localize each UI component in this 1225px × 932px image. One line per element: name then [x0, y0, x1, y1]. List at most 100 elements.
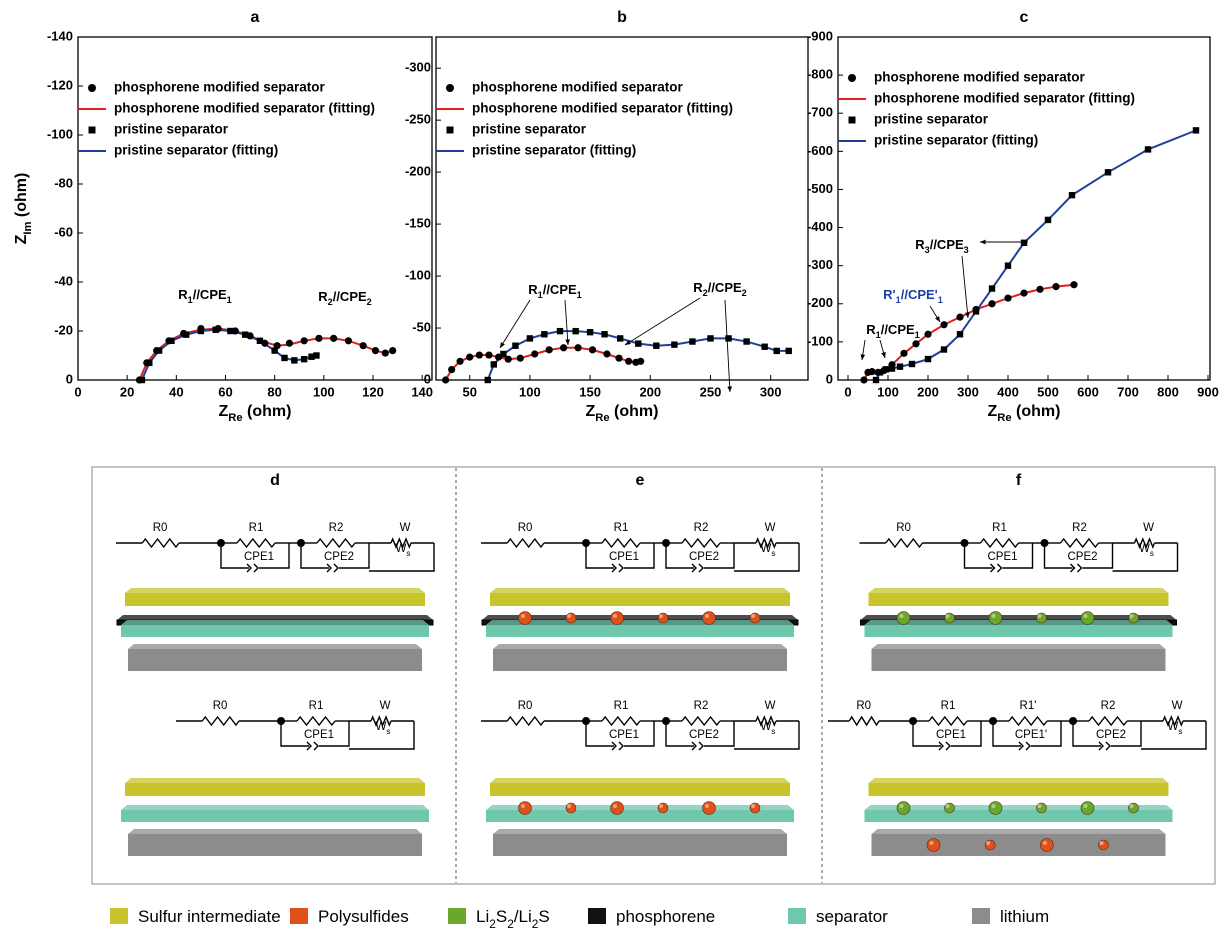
data-point	[635, 340, 642, 347]
text-part: /Li	[514, 907, 532, 926]
particle-shine	[991, 804, 996, 808]
annotation-arrow	[499, 299, 531, 349]
data-point	[586, 328, 594, 336]
y-tick-label: -150	[405, 216, 431, 231]
data-point	[300, 355, 308, 363]
data-point	[689, 338, 696, 345]
data-point	[475, 351, 483, 359]
data-point	[484, 376, 491, 384]
circuit-wire	[369, 543, 435, 572]
data-point	[285, 339, 294, 347]
data-point	[271, 347, 278, 354]
y-tick-label: -600	[807, 143, 833, 158]
layer-front	[493, 834, 787, 856]
data-point	[888, 365, 896, 372]
data-point	[1020, 289, 1028, 297]
circuit-label: R0	[213, 700, 228, 712]
data-point	[588, 346, 597, 354]
layer-top	[125, 588, 425, 593]
circuit-label: R1	[941, 700, 956, 712]
data-point	[615, 354, 623, 362]
layer-top	[490, 778, 790, 783]
particle-shine	[567, 614, 571, 618]
circuit-label: Ws	[1168, 721, 1183, 736]
circuit-wire	[280, 721, 350, 747]
data-point	[896, 363, 904, 370]
x-tick-label: 0	[74, 384, 81, 399]
layer-front	[864, 625, 1173, 637]
text-part: lithium	[1000, 907, 1049, 926]
circuit-wire	[755, 715, 777, 727]
circuit-label: CPE1	[609, 729, 639, 741]
data-point	[785, 347, 792, 355]
particle	[565, 802, 577, 814]
circuit-label: W	[765, 522, 776, 534]
particle-shine	[521, 804, 525, 808]
circuit-label: W	[765, 700, 776, 712]
layer-top	[121, 620, 429, 625]
x-tick-label: 100	[877, 384, 899, 399]
data-point	[1004, 294, 1012, 302]
data-point	[908, 360, 916, 368]
particle-shine	[567, 804, 571, 808]
data-point	[490, 361, 497, 368]
text-part: Z	[13, 234, 30, 244]
annotation: R'1//CPE'1	[883, 287, 943, 305]
particle	[1098, 839, 1109, 851]
particle-shine	[899, 804, 904, 808]
data-point	[603, 350, 611, 358]
data-point	[671, 341, 678, 348]
arrow-head	[565, 339, 570, 345]
particle-shine	[705, 614, 709, 618]
data-point	[572, 327, 579, 335]
circuit-wire	[585, 543, 655, 569]
particle-shine	[521, 614, 525, 618]
text-part: s	[1178, 727, 1182, 736]
particle	[610, 801, 624, 815]
data-point	[761, 343, 768, 350]
circuit-wire	[992, 721, 1062, 747]
x-tick-label: 80	[267, 384, 281, 399]
text-part: R	[693, 280, 703, 295]
layer-top	[482, 615, 798, 620]
panel-label: d	[270, 472, 280, 489]
layer-front	[486, 810, 794, 822]
text-part: 2	[507, 917, 514, 931]
circuit-wire	[201, 715, 240, 727]
y-tick-label: -40	[54, 273, 73, 288]
circuit-label: CPE1'	[1015, 729, 1047, 741]
particle	[926, 838, 941, 852]
text-part: W	[1139, 543, 1150, 555]
layer-front	[490, 593, 790, 606]
data-point	[291, 357, 298, 364]
circuit-wire	[1098, 741, 1111, 751]
arrow-head	[980, 239, 986, 245]
particle	[1128, 612, 1139, 624]
x-tick-label: 100	[519, 384, 541, 399]
layer-top	[864, 620, 1173, 625]
layer-front	[125, 593, 425, 606]
text-part: s	[406, 549, 410, 558]
data-point	[1052, 283, 1060, 291]
particle-shine	[1129, 614, 1134, 618]
text-part: 2	[489, 917, 496, 931]
circuit-wire	[990, 563, 1003, 573]
circuit-wire	[1141, 721, 1207, 750]
circuit-wire	[755, 537, 777, 549]
particle	[702, 801, 716, 815]
particle	[1036, 802, 1047, 814]
legend-label: phosphorene modified separator (fitting)	[472, 101, 733, 116]
circuit-wire	[220, 543, 290, 569]
data-point	[541, 331, 548, 338]
data-point	[1144, 146, 1152, 153]
particle-shine	[899, 614, 904, 618]
layer-top	[871, 829, 1166, 834]
legend-label: phosphorene modified separator	[874, 70, 1086, 85]
data-point	[956, 313, 964, 321]
plot-frame	[435, 36, 809, 381]
circuit-wire	[601, 537, 641, 549]
circuit-wire	[506, 715, 545, 727]
particle-shine	[613, 614, 617, 618]
text-part: Im	[22, 221, 34, 234]
particle	[610, 611, 624, 625]
